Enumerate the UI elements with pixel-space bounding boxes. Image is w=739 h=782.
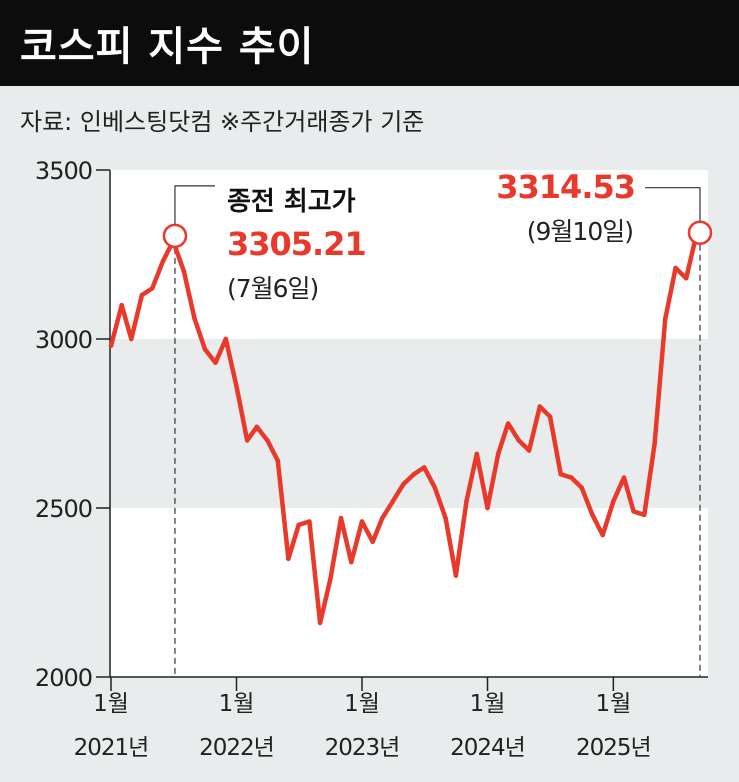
data-point <box>526 448 532 453</box>
plot-band <box>110 339 708 508</box>
title-bar: 코스피 지수 추이 <box>0 0 739 86</box>
data-point <box>662 316 668 322</box>
data-point <box>265 438 270 443</box>
data-point <box>213 360 218 365</box>
source-note: 자료: 인베스팅닷컴 ※주간거래종가 기준 <box>20 108 425 136</box>
data-point <box>400 482 406 487</box>
data-point <box>202 346 208 352</box>
data-point <box>379 515 385 521</box>
x-tick-year: 2021년 <box>74 735 149 761</box>
data-point <box>254 424 260 430</box>
data-point <box>683 275 689 281</box>
data-point <box>128 336 134 342</box>
data-point <box>349 559 354 565</box>
data-point <box>652 441 657 447</box>
x-tick-year: 2024년 <box>450 735 525 761</box>
data-point <box>421 465 427 470</box>
x-tick-month: 1월 <box>93 691 129 717</box>
data-point <box>600 532 605 538</box>
x-tick-month: 1월 <box>344 691 380 717</box>
x-tick-month: 1월 <box>219 691 255 717</box>
data-point <box>537 404 543 409</box>
data-point <box>108 343 114 349</box>
x-tick-year: 2023년 <box>325 735 400 761</box>
y-tick-label: 2000 <box>35 664 92 692</box>
y-tick-label: 3500 <box>35 157 92 185</box>
data-point <box>317 620 323 626</box>
annotation-date: (9월10일) <box>527 217 633 246</box>
data-point <box>579 485 585 491</box>
data-point <box>641 512 647 518</box>
data-point <box>192 316 197 322</box>
data-point <box>411 471 417 477</box>
data-point <box>328 576 333 582</box>
data-point <box>119 302 124 308</box>
data-point <box>275 458 281 463</box>
data-point <box>621 475 627 480</box>
data-point <box>590 512 595 518</box>
data-point <box>464 498 469 504</box>
annotation-date: (7월6일) <box>227 274 318 303</box>
plot-band <box>110 170 708 339</box>
data-point <box>244 438 250 443</box>
data-point <box>673 265 678 271</box>
data-point <box>359 519 365 524</box>
data-point <box>631 509 636 514</box>
data-point <box>286 556 291 561</box>
data-point <box>139 292 145 298</box>
peak-marker <box>162 223 188 249</box>
data-point <box>234 384 239 389</box>
data-point <box>149 286 155 291</box>
data-point <box>495 451 501 457</box>
plot-band <box>110 508 708 677</box>
data-point <box>611 498 616 504</box>
data-point <box>338 515 344 521</box>
annotation-leader <box>645 187 701 222</box>
data-point <box>505 421 511 426</box>
data-point <box>453 573 459 578</box>
chart-title: 코스피 지수 추이 <box>20 24 315 70</box>
data-point <box>569 475 574 480</box>
y-tick-label: 2500 <box>35 495 92 523</box>
peak-marker <box>687 220 713 245</box>
data-point <box>307 519 312 524</box>
data-point <box>181 269 187 274</box>
data-point <box>485 505 490 511</box>
data-point <box>296 522 302 528</box>
data-point <box>370 539 375 545</box>
data-point <box>432 485 438 491</box>
x-tick-year: 2022년 <box>199 735 274 761</box>
data-point <box>223 336 229 342</box>
x-tick-year: 2025년 <box>576 735 651 761</box>
data-point <box>547 414 553 420</box>
annotation-label: 종전 최고가 <box>227 187 356 217</box>
data-point <box>443 515 448 521</box>
x-tick-month: 1월 <box>470 691 506 717</box>
annotation-value: 3314.53 <box>496 168 635 206</box>
data-point <box>390 498 396 504</box>
x-tick-month: 1월 <box>595 691 631 717</box>
data-point <box>516 438 522 443</box>
y-tick-label: 3000 <box>35 326 92 354</box>
annotation-leader <box>174 185 215 225</box>
data-point <box>474 451 480 457</box>
data-point <box>558 471 564 477</box>
data-point <box>160 258 166 264</box>
annotation-value: 3305.21 <box>227 225 366 263</box>
